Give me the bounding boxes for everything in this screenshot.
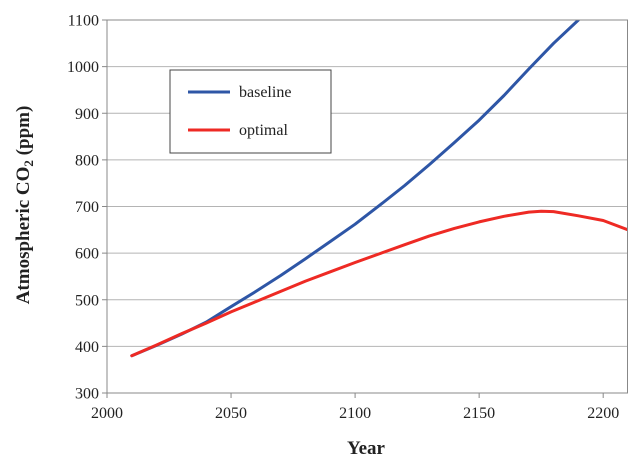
y-axis-title: Atmospheric CO2 (ppm) <box>13 106 36 305</box>
x-axis-title: Year <box>347 438 386 459</box>
y-tick-label-500: 500 <box>75 292 99 309</box>
series-line-optimal <box>130 209 628 358</box>
legend-label-baseline: baseline <box>239 84 291 101</box>
y-tick-label-800: 800 <box>75 152 99 169</box>
legend-label-optimal: optimal <box>239 122 288 139</box>
y-tick-label-1100: 1100 <box>68 13 99 30</box>
y-axis-title-suffix: (ppm) <box>13 106 34 160</box>
x-tick-label-2050: 2050 <box>215 405 247 422</box>
y-tick-label-1000: 1000 <box>67 59 99 76</box>
plot-series <box>130 20 628 358</box>
y-tick-label-300: 300 <box>75 386 99 403</box>
y-tick-label-600: 600 <box>75 246 99 263</box>
x-tick-label-2000: 2000 <box>91 405 123 422</box>
x-tick-label-2150: 2150 <box>463 405 495 422</box>
legend: baseline optimal <box>169 69 332 154</box>
y-tick-label-400: 400 <box>75 339 99 356</box>
axis-ticks <box>102 19 604 398</box>
x-tick-labels: 2000 2050 2100 2150 2200 <box>91 405 619 422</box>
y-tick-labels: 300 400 500 600 700 800 900 1000 1100 <box>67 13 99 403</box>
legend-box <box>169 69 332 154</box>
y-tick-label-700: 700 <box>75 199 99 216</box>
x-tick-label-2100: 2100 <box>339 405 371 422</box>
y-axis-title-subscript: 2 <box>21 160 36 167</box>
x-tick-label-2200: 2200 <box>587 405 619 422</box>
y-axis-title-main: Atmospheric CO <box>13 167 34 305</box>
y-tick-label-900: 900 <box>75 106 99 123</box>
